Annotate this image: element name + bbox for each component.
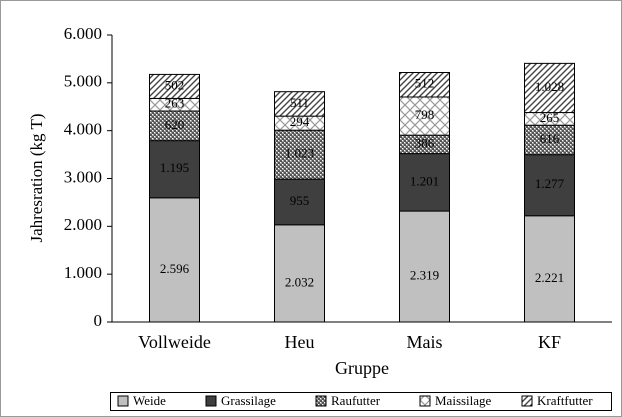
legend-label: Maissilage (435, 393, 492, 408)
bar-segment (524, 124, 575, 156)
legend (110, 392, 612, 411)
bar-segment (149, 140, 200, 199)
x-tick-label: Mais (407, 332, 443, 352)
value-label: 620 (165, 117, 185, 132)
bar-segment (149, 197, 200, 323)
legend-swatch (117, 395, 129, 407)
value-label: 2.221 (535, 270, 564, 285)
value-label: 1.277 (535, 176, 565, 191)
bar-segment (399, 153, 450, 212)
value-label: 511 (290, 95, 309, 110)
bar-segment (399, 210, 450, 323)
x-tick-label: KF (538, 332, 561, 352)
y-tick-label: 4.000 (64, 120, 102, 139)
value-label: 798 (415, 107, 435, 122)
bar-segment (274, 178, 325, 226)
bar-segment (149, 73, 200, 99)
value-label: 2.596 (160, 261, 190, 276)
legend-swatch (315, 395, 327, 407)
bar-segment (524, 62, 575, 114)
bar-segment (274, 91, 325, 117)
x-tick-label: Heu (285, 332, 315, 352)
bar-segment (524, 215, 575, 323)
value-label: 2.032 (285, 274, 314, 289)
legend-label: Kraftfutter (537, 393, 593, 408)
bar-segment (399, 72, 450, 98)
value-label: 386 (415, 135, 435, 150)
x-axis-label: Gruppe (335, 358, 389, 378)
legend-label: Weide (133, 393, 166, 408)
value-label: 1.028 (535, 79, 564, 94)
bar-segment (149, 110, 200, 142)
y-tick-label: 6.000 (64, 24, 102, 43)
x-tick-label: Vollweide (138, 332, 211, 352)
y-tick-label: 5.000 (64, 72, 102, 91)
legend-swatch (521, 395, 533, 407)
value-label: 294 (290, 114, 310, 129)
value-label: 263 (165, 96, 185, 111)
value-label: 2.319 (410, 268, 439, 283)
y-tick-label: 2.000 (64, 215, 102, 234)
y-tick-label: 0 (94, 311, 103, 330)
value-label: 955 (290, 193, 310, 208)
value-label: 512 (415, 76, 435, 91)
y-tick-label: 3.000 (64, 167, 102, 186)
value-label: 616 (540, 131, 560, 146)
value-label: 1.195 (160, 160, 189, 175)
bar-segment (524, 154, 575, 217)
legend-swatch (419, 395, 431, 407)
legend-label: Grassilage (221, 393, 276, 408)
bar-segment (399, 96, 450, 136)
value-label: 265 (540, 110, 560, 125)
legend-label: Raufutter (331, 393, 381, 408)
y-axis-label: Jahresration (kg T) (27, 113, 46, 242)
legend-swatch (205, 395, 217, 407)
value-label: 1.201 (410, 173, 439, 188)
value-label: 502 (165, 77, 185, 92)
value-label: 1.023 (285, 146, 314, 161)
y-tick-label: 1.000 (64, 263, 102, 282)
bar-segment (274, 224, 325, 323)
